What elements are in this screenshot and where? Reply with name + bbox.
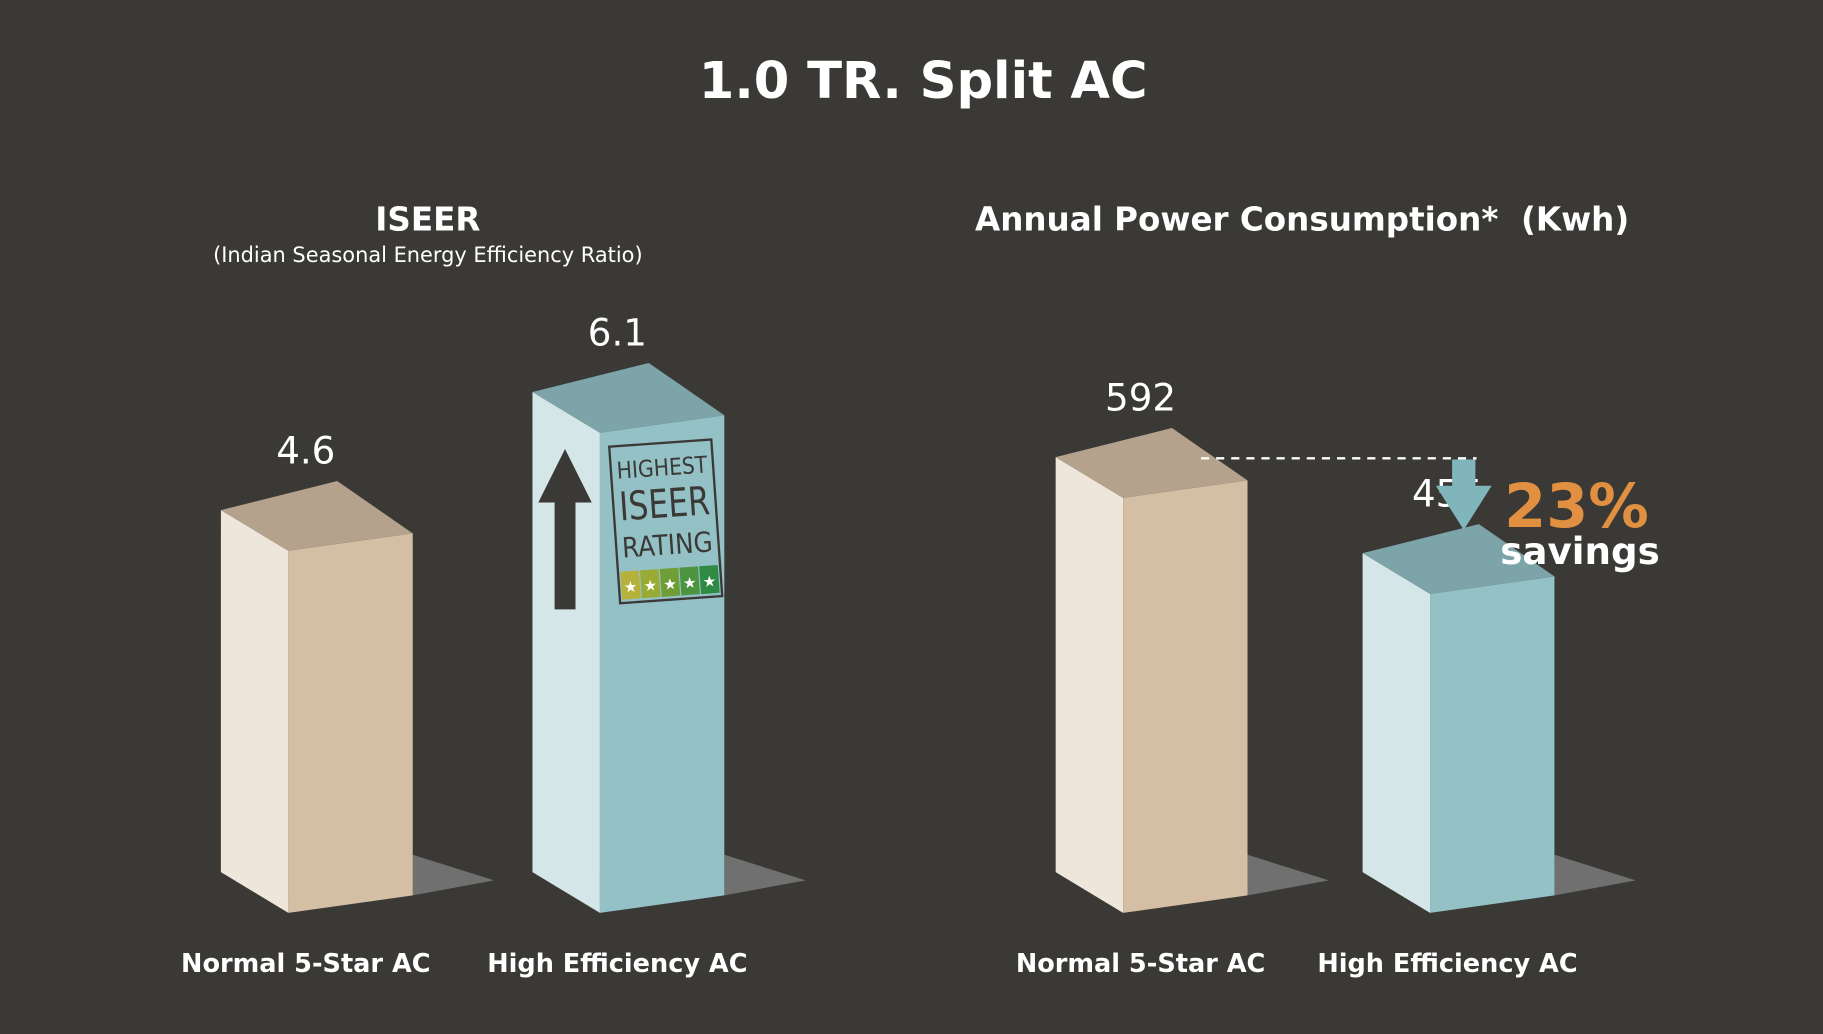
star: ★ <box>682 573 697 592</box>
category-label: Normal 5-Star AC <box>181 949 430 979</box>
bar-right-face <box>288 533 413 913</box>
badge-text: HIGHEST <box>616 451 709 484</box>
star-cell <box>659 567 681 597</box>
badge-text: RATING <box>621 525 714 564</box>
bar-top-face <box>1055 428 1248 498</box>
bar-right-face <box>1430 576 1555 913</box>
bar <box>220 481 413 913</box>
bar-shadow <box>1554 854 1636 896</box>
bar <box>532 362 725 913</box>
star-cell <box>620 570 641 600</box>
chart: ISEER (Indian Seasonal Energy Efficiency … <box>181 200 806 979</box>
value-label: 4.6 <box>276 429 335 473</box>
star: ★ <box>623 578 638 597</box>
bar-left-face <box>1055 457 1124 913</box>
bar <box>1055 428 1248 913</box>
down-arrow <box>1435 459 1492 530</box>
star: ★ <box>643 576 658 595</box>
bar-left-face <box>532 392 600 913</box>
star-cell <box>640 569 661 599</box>
bar-right-face <box>599 415 725 913</box>
bar-top-face <box>220 481 413 551</box>
main-title: 1.0 TR. Split AC <box>699 52 1148 111</box>
bar-shadow <box>724 854 806 896</box>
bar-shadow <box>412 854 495 896</box>
savings-label: savings <box>1500 529 1659 573</box>
badge-frame <box>607 438 724 605</box>
bar-left-face <box>220 510 289 913</box>
chart-title: ISEER <box>375 200 480 238</box>
value-label: 6.1 <box>588 311 647 355</box>
bar-right-face <box>1123 480 1248 913</box>
bar-top-face <box>1362 524 1555 594</box>
star-cell <box>679 566 700 596</box>
chart-subtitle: (Indian Seasonal Energy Efficiency Ratio… <box>213 243 643 267</box>
bar <box>1362 524 1555 913</box>
badge-text: ISEER <box>618 478 712 530</box>
bar-top-face <box>532 362 725 433</box>
bar-left-face <box>1362 553 1431 913</box>
chart: Annual Power Consumption* (Kwh) 592 Normal… <box>975 200 1660 979</box>
value-label: 592 <box>1105 376 1176 420</box>
bar-shadow <box>1247 854 1329 896</box>
category-label: High Efficiency AC <box>1317 949 1577 979</box>
chart-title: Annual Power Consumption* (Kwh) <box>975 200 1629 238</box>
savings-percent: 23% <box>1504 472 1649 542</box>
star: ★ <box>663 575 678 594</box>
category-label: Normal 5-Star AC <box>1016 949 1265 979</box>
star: ★ <box>702 572 717 591</box>
up-arrow <box>538 448 592 610</box>
category-label: High Efficiency AC <box>487 949 747 979</box>
star-cell <box>699 564 720 595</box>
